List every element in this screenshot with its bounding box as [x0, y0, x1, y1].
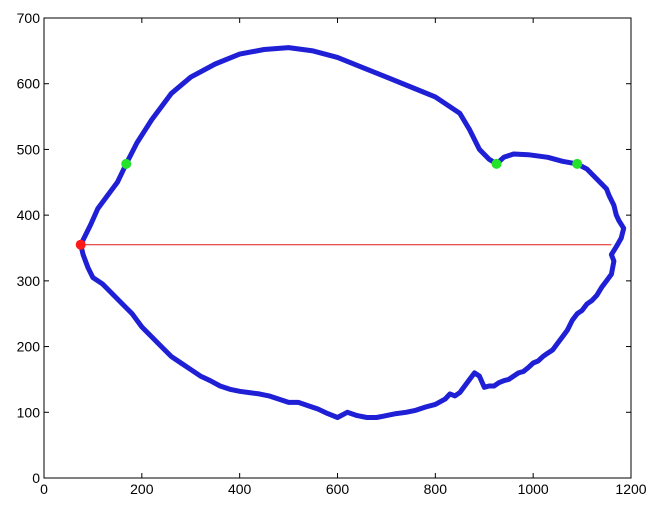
- x-tick-label: 200: [130, 481, 154, 497]
- green-marker: [572, 158, 583, 169]
- x-tick-label: 600: [326, 481, 350, 497]
- y-tick-label: 500: [17, 141, 41, 157]
- x-tick-label: 400: [228, 481, 252, 497]
- green-marker: [491, 158, 502, 169]
- y-tick-label: 300: [17, 273, 41, 289]
- plot-area: [75, 45, 627, 420]
- y-tick-label: 100: [17, 404, 41, 420]
- y-tick-label: 400: [17, 207, 41, 223]
- x-tick-label: 0: [40, 481, 48, 497]
- y-tick-label: 600: [17, 76, 41, 92]
- y-tick-label: 200: [17, 339, 41, 355]
- x-tick-label: 800: [424, 481, 448, 497]
- y-tick-label: 700: [17, 10, 41, 26]
- red-marker: [75, 239, 86, 250]
- axes: 0 200 400 600 800 1000 1200 0 100 200 300 400 500 600…: [17, 10, 647, 497]
- green-marker: [121, 158, 132, 169]
- y-tick-label: 0: [32, 470, 40, 486]
- outline-curve: [78, 45, 627, 420]
- x-tick-label: 1200: [615, 481, 646, 497]
- x-tick-label: 1000: [518, 481, 549, 497]
